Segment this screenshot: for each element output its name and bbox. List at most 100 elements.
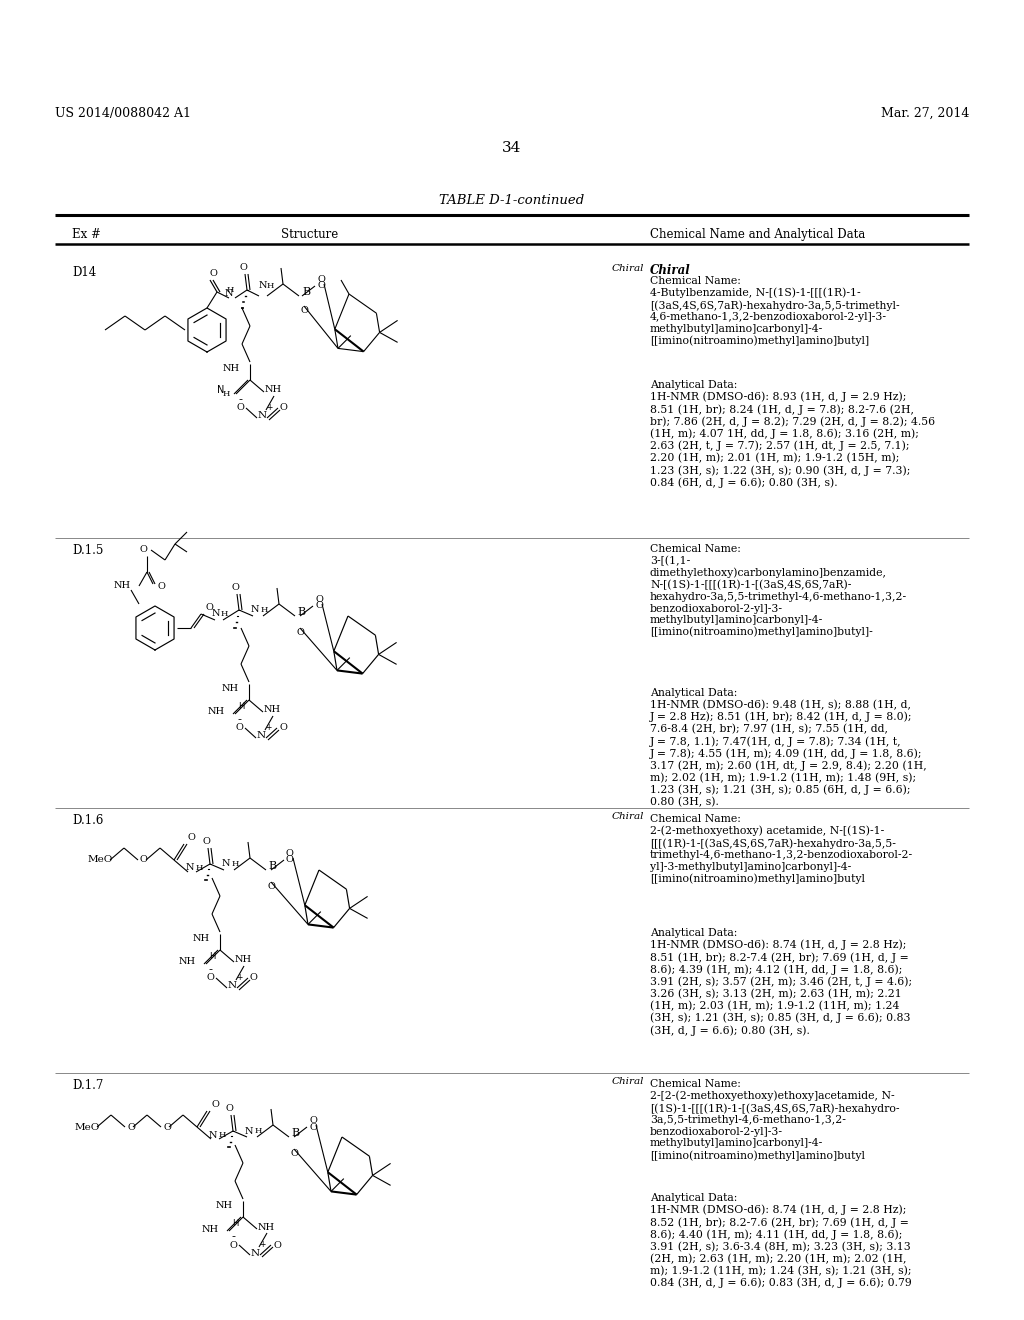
Text: O: O xyxy=(229,1241,237,1250)
Text: NH: NH xyxy=(193,935,210,942)
Text: Chiral: Chiral xyxy=(612,264,644,273)
Text: Chiral: Chiral xyxy=(612,1077,644,1086)
Text: O: O xyxy=(236,723,243,733)
Text: -: - xyxy=(231,1232,234,1241)
Text: N: N xyxy=(251,606,259,615)
Text: O: O xyxy=(139,545,147,554)
Text: O: O xyxy=(317,275,325,284)
Text: O: O xyxy=(239,263,247,272)
Text: O: O xyxy=(280,404,288,412)
Text: N: N xyxy=(227,982,237,990)
Text: D.1.7: D.1.7 xyxy=(72,1078,103,1092)
Text: Analytical Data:
1H-NMR (DMSO-d6): 9.48 (1H, s); 8.88 (1H, d,
J = 2.8 Hz); 8.51 : Analytical Data: 1H-NMR (DMSO-d6): 9.48 … xyxy=(650,688,927,808)
Text: H: H xyxy=(267,282,274,290)
Text: -: - xyxy=(238,393,242,404)
Text: NH: NH xyxy=(264,705,282,714)
Text: H: H xyxy=(238,702,244,711)
Text: N: N xyxy=(222,859,230,869)
Text: O: O xyxy=(237,404,244,412)
Text: O: O xyxy=(290,1148,298,1158)
Text: O: O xyxy=(206,974,214,982)
Text: O: O xyxy=(163,1122,171,1131)
Text: O: O xyxy=(140,855,147,865)
Text: NH: NH xyxy=(265,385,283,395)
Text: D.1.6: D.1.6 xyxy=(72,814,103,828)
Text: Chemical Name:
3-[(1,1-
dimethylethoxy)carbonylamino]benzamide,
N-[(1S)-1-[[[(1R: Chemical Name: 3-[(1,1- dimethylethoxy)c… xyxy=(650,544,907,638)
Text: H: H xyxy=(261,606,268,614)
Text: NH: NH xyxy=(216,1201,233,1210)
Text: Chiral: Chiral xyxy=(612,812,644,821)
Text: O: O xyxy=(286,855,294,865)
Text: +: + xyxy=(236,973,243,982)
Text: O: O xyxy=(127,1122,135,1131)
Text: H: H xyxy=(196,865,204,873)
Text: TABLE D-1-continued: TABLE D-1-continued xyxy=(439,194,585,206)
Text: Structure: Structure xyxy=(282,228,339,242)
Text: NH: NH xyxy=(114,582,131,590)
Text: O: O xyxy=(315,602,323,610)
Text: NH: NH xyxy=(202,1225,219,1233)
Text: -: - xyxy=(208,964,212,974)
Text: +: + xyxy=(266,403,272,412)
Text: B: B xyxy=(268,861,276,871)
Text: O: O xyxy=(309,1115,316,1125)
Text: H: H xyxy=(222,389,230,399)
Text: B: B xyxy=(297,607,305,616)
Text: NH: NH xyxy=(258,1222,275,1232)
Text: Chemical Name and Analytical Data: Chemical Name and Analytical Data xyxy=(650,228,865,242)
Text: O: O xyxy=(231,583,239,591)
Text: Mar. 27, 2014: Mar. 27, 2014 xyxy=(881,107,969,120)
Text: O: O xyxy=(273,1241,281,1250)
Text: H: H xyxy=(227,286,234,294)
Text: NH: NH xyxy=(234,956,252,965)
Text: NH: NH xyxy=(179,957,196,966)
Text: B: B xyxy=(302,286,310,297)
Text: O: O xyxy=(286,849,294,858)
Text: D14: D14 xyxy=(72,267,96,279)
Text: O: O xyxy=(205,603,213,612)
Text: Chiral: Chiral xyxy=(650,264,691,277)
Text: O: O xyxy=(209,269,217,279)
Text: O: O xyxy=(300,306,308,315)
Text: Chemical Name:
4-Butylbenzamide, N-[(1S)-1-[[[(1R)-1-
[(3aS,4S,6S,7aR)-hexahydro: Chemical Name: 4-Butylbenzamide, N-[(1S)… xyxy=(650,276,900,346)
Text: H: H xyxy=(232,861,240,869)
Text: O: O xyxy=(309,1122,316,1131)
Text: US 2014/0088042 A1: US 2014/0088042 A1 xyxy=(55,107,191,120)
Text: N: N xyxy=(209,1130,217,1139)
Text: O: O xyxy=(267,882,274,891)
Text: N: N xyxy=(217,385,224,395)
Text: H: H xyxy=(255,1127,262,1135)
Text: Analytical Data:
1H-NMR (DMSO-d6): 8.74 (1H, d, J = 2.8 Hz);
8.51 (1H, br); 8.2-: Analytical Data: 1H-NMR (DMSO-d6): 8.74 … xyxy=(650,928,912,1036)
Text: O: O xyxy=(188,833,196,842)
Text: N: N xyxy=(257,412,266,421)
Text: 34: 34 xyxy=(503,141,521,154)
Text: N: N xyxy=(212,610,220,619)
Text: O: O xyxy=(315,595,323,605)
Text: NH: NH xyxy=(223,364,240,374)
Text: N: N xyxy=(256,731,265,741)
Text: +: + xyxy=(259,1239,265,1249)
Text: Chemical Name:
2-(2-methoxyethoxy) acetamide, N-[(1S)-1-
[[[(1R)-1-[(3aS,4S,6S,7: Chemical Name: 2-(2-methoxyethoxy) aceta… xyxy=(650,814,913,884)
Text: O: O xyxy=(279,723,287,733)
Text: NH: NH xyxy=(208,708,225,717)
Text: N: N xyxy=(225,289,233,297)
Text: N: N xyxy=(186,863,195,873)
Text: NH: NH xyxy=(222,684,239,693)
Text: O: O xyxy=(296,628,304,638)
Text: B: B xyxy=(291,1129,299,1138)
Text: O: O xyxy=(157,582,165,591)
Text: O: O xyxy=(225,1104,232,1113)
Text: H: H xyxy=(221,610,228,618)
Text: H: H xyxy=(231,1218,239,1228)
Text: O: O xyxy=(317,281,325,290)
Text: +: + xyxy=(265,723,271,733)
Text: Chemical Name:
2-[2-(2-methoxyethoxy)ethoxy]acetamide, N-
[(1S)-1-[[[(1R)-1-[(3a: Chemical Name: 2-[2-(2-methoxyethoxy)eth… xyxy=(650,1078,899,1160)
Text: D.1.5: D.1.5 xyxy=(72,544,103,557)
Text: O: O xyxy=(202,837,210,846)
Text: N: N xyxy=(245,1126,254,1135)
Text: N: N xyxy=(251,1249,259,1258)
Text: Analytical Data:
1H-NMR (DMSO-d6): 8.74 (1H, d, J = 2.8 Hz);
8.52 (1H, br); 8.2-: Analytical Data: 1H-NMR (DMSO-d6): 8.74 … xyxy=(650,1193,911,1288)
Text: H: H xyxy=(219,1131,226,1139)
Text: MeO: MeO xyxy=(75,1122,100,1131)
Text: Analytical Data:
1H-NMR (DMSO-d6): 8.93 (1H, d, J = 2.9 Hz);
8.51 (1H, br); 8.24: Analytical Data: 1H-NMR (DMSO-d6): 8.93 … xyxy=(650,380,935,488)
